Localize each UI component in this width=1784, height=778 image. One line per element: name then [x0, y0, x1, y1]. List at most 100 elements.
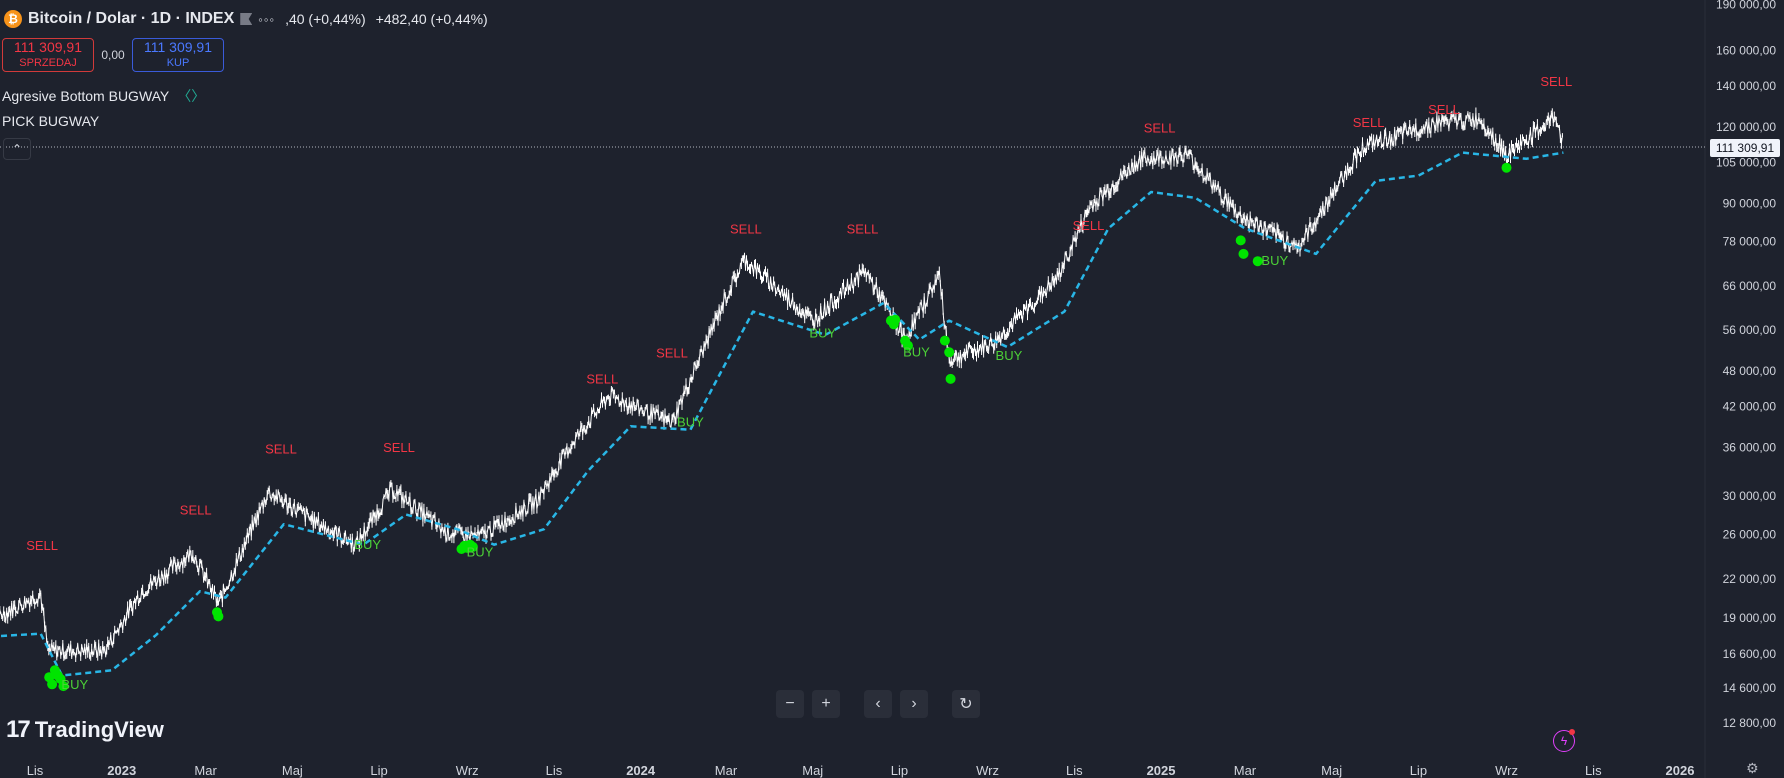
- sell-label: SELL: [1073, 218, 1105, 233]
- x-tick-label: 2025: [1147, 763, 1176, 778]
- indicator-agresive-bottom[interactable]: Agresive Bottom BUGWAY 〈〉: [2, 86, 205, 106]
- buy-dot: [945, 373, 956, 384]
- y-tick-label: 48 000,00: [1723, 364, 1777, 378]
- buy-dot: [213, 611, 224, 622]
- buy-label: BUY: [677, 414, 704, 429]
- x-tick-label: Wrz: [456, 763, 479, 778]
- sell-price: 111 309,91: [14, 39, 82, 55]
- y-tick-label: 30 000,00: [1723, 489, 1777, 503]
- sell-label: SELL: [265, 442, 297, 457]
- price-series: [0, 107, 1563, 662]
- bitcoin-icon: ₿: [4, 10, 22, 28]
- price-line: [0, 112, 1563, 659]
- buy-dot: [903, 340, 913, 351]
- sell-label: SELL: [730, 221, 762, 236]
- y-tick-label: 66 000,00: [1723, 279, 1777, 293]
- sell-label: SELL: [383, 440, 415, 455]
- spread-value: 0,00: [101, 48, 125, 62]
- logo-text: TradingView: [34, 717, 164, 742]
- buy-dot: [467, 541, 478, 552]
- chart-navigation: − + ‹ › ↻: [776, 690, 980, 718]
- x-tick-label: Mar: [194, 763, 217, 778]
- y-tick-label: 22 000,00: [1723, 572, 1777, 586]
- trade-panel: 111 309,91 SPRZEDAJ 0,00 111 309,91 KUP: [0, 38, 224, 72]
- reset-chart-button[interactable]: ↻: [952, 690, 980, 718]
- y-tick-label: 19 000,00: [1723, 611, 1777, 625]
- zoom-out-button[interactable]: −: [776, 690, 804, 718]
- y-tick-label: 190 000,00: [1716, 0, 1776, 12]
- x-tick-label: Lis: [1585, 763, 1602, 778]
- buy-price: 111 309,91: [144, 39, 212, 55]
- current-price-tag: 111 309,91: [1710, 139, 1780, 157]
- x-tick-label: Maj: [802, 763, 823, 778]
- sell-label: SELL: [1428, 102, 1460, 117]
- y-tick-label: 160 000,00: [1716, 43, 1776, 57]
- sell-label: SELL: [847, 221, 879, 236]
- x-tick-label: Mar: [715, 763, 738, 778]
- buy-dot: [944, 347, 955, 358]
- buy-dot: [47, 679, 58, 690]
- x-tick-label: Mar: [1234, 763, 1257, 778]
- sell-label: SELL: [1540, 74, 1572, 89]
- indicator-pick-bugway[interactable]: PICK BUGWAY: [2, 113, 99, 129]
- y-tick-label: 120 000,00: [1716, 120, 1776, 134]
- lightning-icon[interactable]: ϟ: [1553, 730, 1575, 752]
- buy-button[interactable]: 111 309,91 KUP: [132, 38, 224, 72]
- buy-dot: [890, 314, 901, 325]
- indicator-title: PICK BUGWAY: [2, 113, 100, 129]
- sell-label: SELL: [180, 503, 212, 518]
- sell-label: SELL: [656, 346, 688, 361]
- buy-label: BUY: [61, 677, 88, 692]
- buy-label: KUP: [166, 57, 190, 69]
- symbol-header: ₿ Bitcoin / Dolar · 1D · INDEX ◦◦◦ ,40 (…: [0, 6, 488, 32]
- buy-dots: [44, 162, 1512, 692]
- y-tick-label: 78 000,00: [1723, 235, 1777, 249]
- scroll-right-button[interactable]: ›: [900, 690, 928, 718]
- change-partial: ,40 (+0,44%): [285, 11, 366, 27]
- change-value: +482,40 (+0,44%): [375, 11, 488, 27]
- scroll-left-button[interactable]: ‹: [864, 690, 892, 718]
- symbol-box[interactable]: ₿ Bitcoin / Dolar · 1D · INDEX ◦◦◦: [0, 6, 280, 32]
- signal-annotations: SELL SELL SELL SELL SELL SELL SELL SELL SELL SELL…: [26, 74, 1572, 692]
- y-tick-label: 42 000,00: [1723, 400, 1777, 414]
- x-tick-label: Lip: [1410, 763, 1427, 778]
- sell-label: SELL: [1353, 115, 1385, 130]
- sell-button[interactable]: 111 309,91 SPRZEDAJ: [2, 38, 94, 72]
- buy-label: BUY: [903, 344, 930, 359]
- buy-dot: [1238, 248, 1249, 259]
- tradingview-logo[interactable]: 17 TradingView: [6, 716, 164, 744]
- buy-dot: [1252, 256, 1263, 267]
- y-tick-label: 90 000,00: [1723, 197, 1777, 211]
- source-code-icon[interactable]: 〈〉: [177, 88, 206, 104]
- buy-dot: [58, 681, 69, 692]
- settings-icon[interactable]: ⚙: [1746, 760, 1759, 776]
- symbol-title[interactable]: Bitcoin / Dolar · 1D · INDEX: [28, 10, 235, 27]
- y-tick-label: 12 800,00: [1723, 716, 1777, 730]
- buy-label: BUY: [996, 348, 1023, 363]
- buy-label: BUY: [354, 537, 381, 552]
- x-tick-label: 2023: [107, 763, 136, 778]
- flag-icon[interactable]: [240, 13, 253, 25]
- x-tick-label: Lip: [370, 763, 387, 778]
- buy-dot: [1501, 162, 1512, 173]
- x-tick-label: Wrz: [1495, 763, 1518, 778]
- sell-label: SPRZEDAJ: [19, 57, 77, 69]
- y-tick-label: 105 000,00: [1716, 156, 1776, 170]
- more-icon[interactable]: ◦◦◦: [258, 11, 276, 27]
- y-tick-label: 16 600,00: [1723, 647, 1777, 661]
- x-tick-label: Wrz: [976, 763, 999, 778]
- collapse-indicators-button[interactable]: ⌃: [3, 138, 31, 160]
- time-axis[interactable]: Lis 2023 Mar Maj Lip Wrz Lis 2024 Mar Maj Lip Wrz Li…: [27, 763, 1695, 778]
- x-tick-label: Maj: [282, 763, 303, 778]
- buy-label: BUY: [467, 545, 494, 560]
- zoom-in-button[interactable]: +: [812, 690, 840, 718]
- price-axis[interactable]: 190 000,00 160 000,00 140 000,00 120 000,00…: [1716, 0, 1776, 730]
- support-line: [0, 151, 1564, 677]
- y-tick-label: 56 000,00: [1723, 323, 1777, 337]
- x-tick-label: 2026: [1666, 763, 1695, 778]
- chevron-up-icon: ⌃: [11, 142, 23, 156]
- x-tick-label: Maj: [1321, 763, 1342, 778]
- buy-dot: [939, 335, 950, 346]
- sell-label: SELL: [26, 538, 58, 553]
